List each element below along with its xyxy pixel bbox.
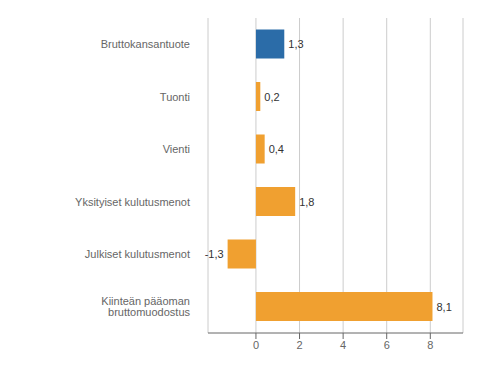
svg-text:1,3: 1,3	[288, 38, 303, 50]
svg-text:0,4: 0,4	[269, 143, 284, 155]
svg-text:8,1: 8,1	[436, 301, 451, 313]
svg-text:0,2: 0,2	[264, 91, 279, 103]
svg-text:1,8: 1,8	[299, 196, 314, 208]
svg-text:Tuonti: Tuonti	[160, 91, 190, 103]
svg-text:Bruttokansantuote: Bruttokansantuote	[101, 38, 190, 50]
svg-text:Julkiset kulutusmenot: Julkiset kulutusmenot	[85, 248, 190, 260]
svg-text:Yksityiset kulutusmenot: Yksityiset kulutusmenot	[75, 196, 190, 208]
svg-text:8: 8	[427, 339, 433, 351]
svg-text:6: 6	[384, 339, 390, 351]
svg-text:-1,3: -1,3	[205, 248, 224, 260]
svg-text:4: 4	[340, 339, 346, 351]
svg-text:Kiinteän pääomanbruttomuodostu: Kiinteän pääomanbruttomuodostus	[101, 295, 190, 318]
svg-text:2: 2	[296, 339, 302, 351]
svg-text:Vienti: Vienti	[163, 143, 190, 155]
svg-text:0: 0	[253, 339, 259, 351]
